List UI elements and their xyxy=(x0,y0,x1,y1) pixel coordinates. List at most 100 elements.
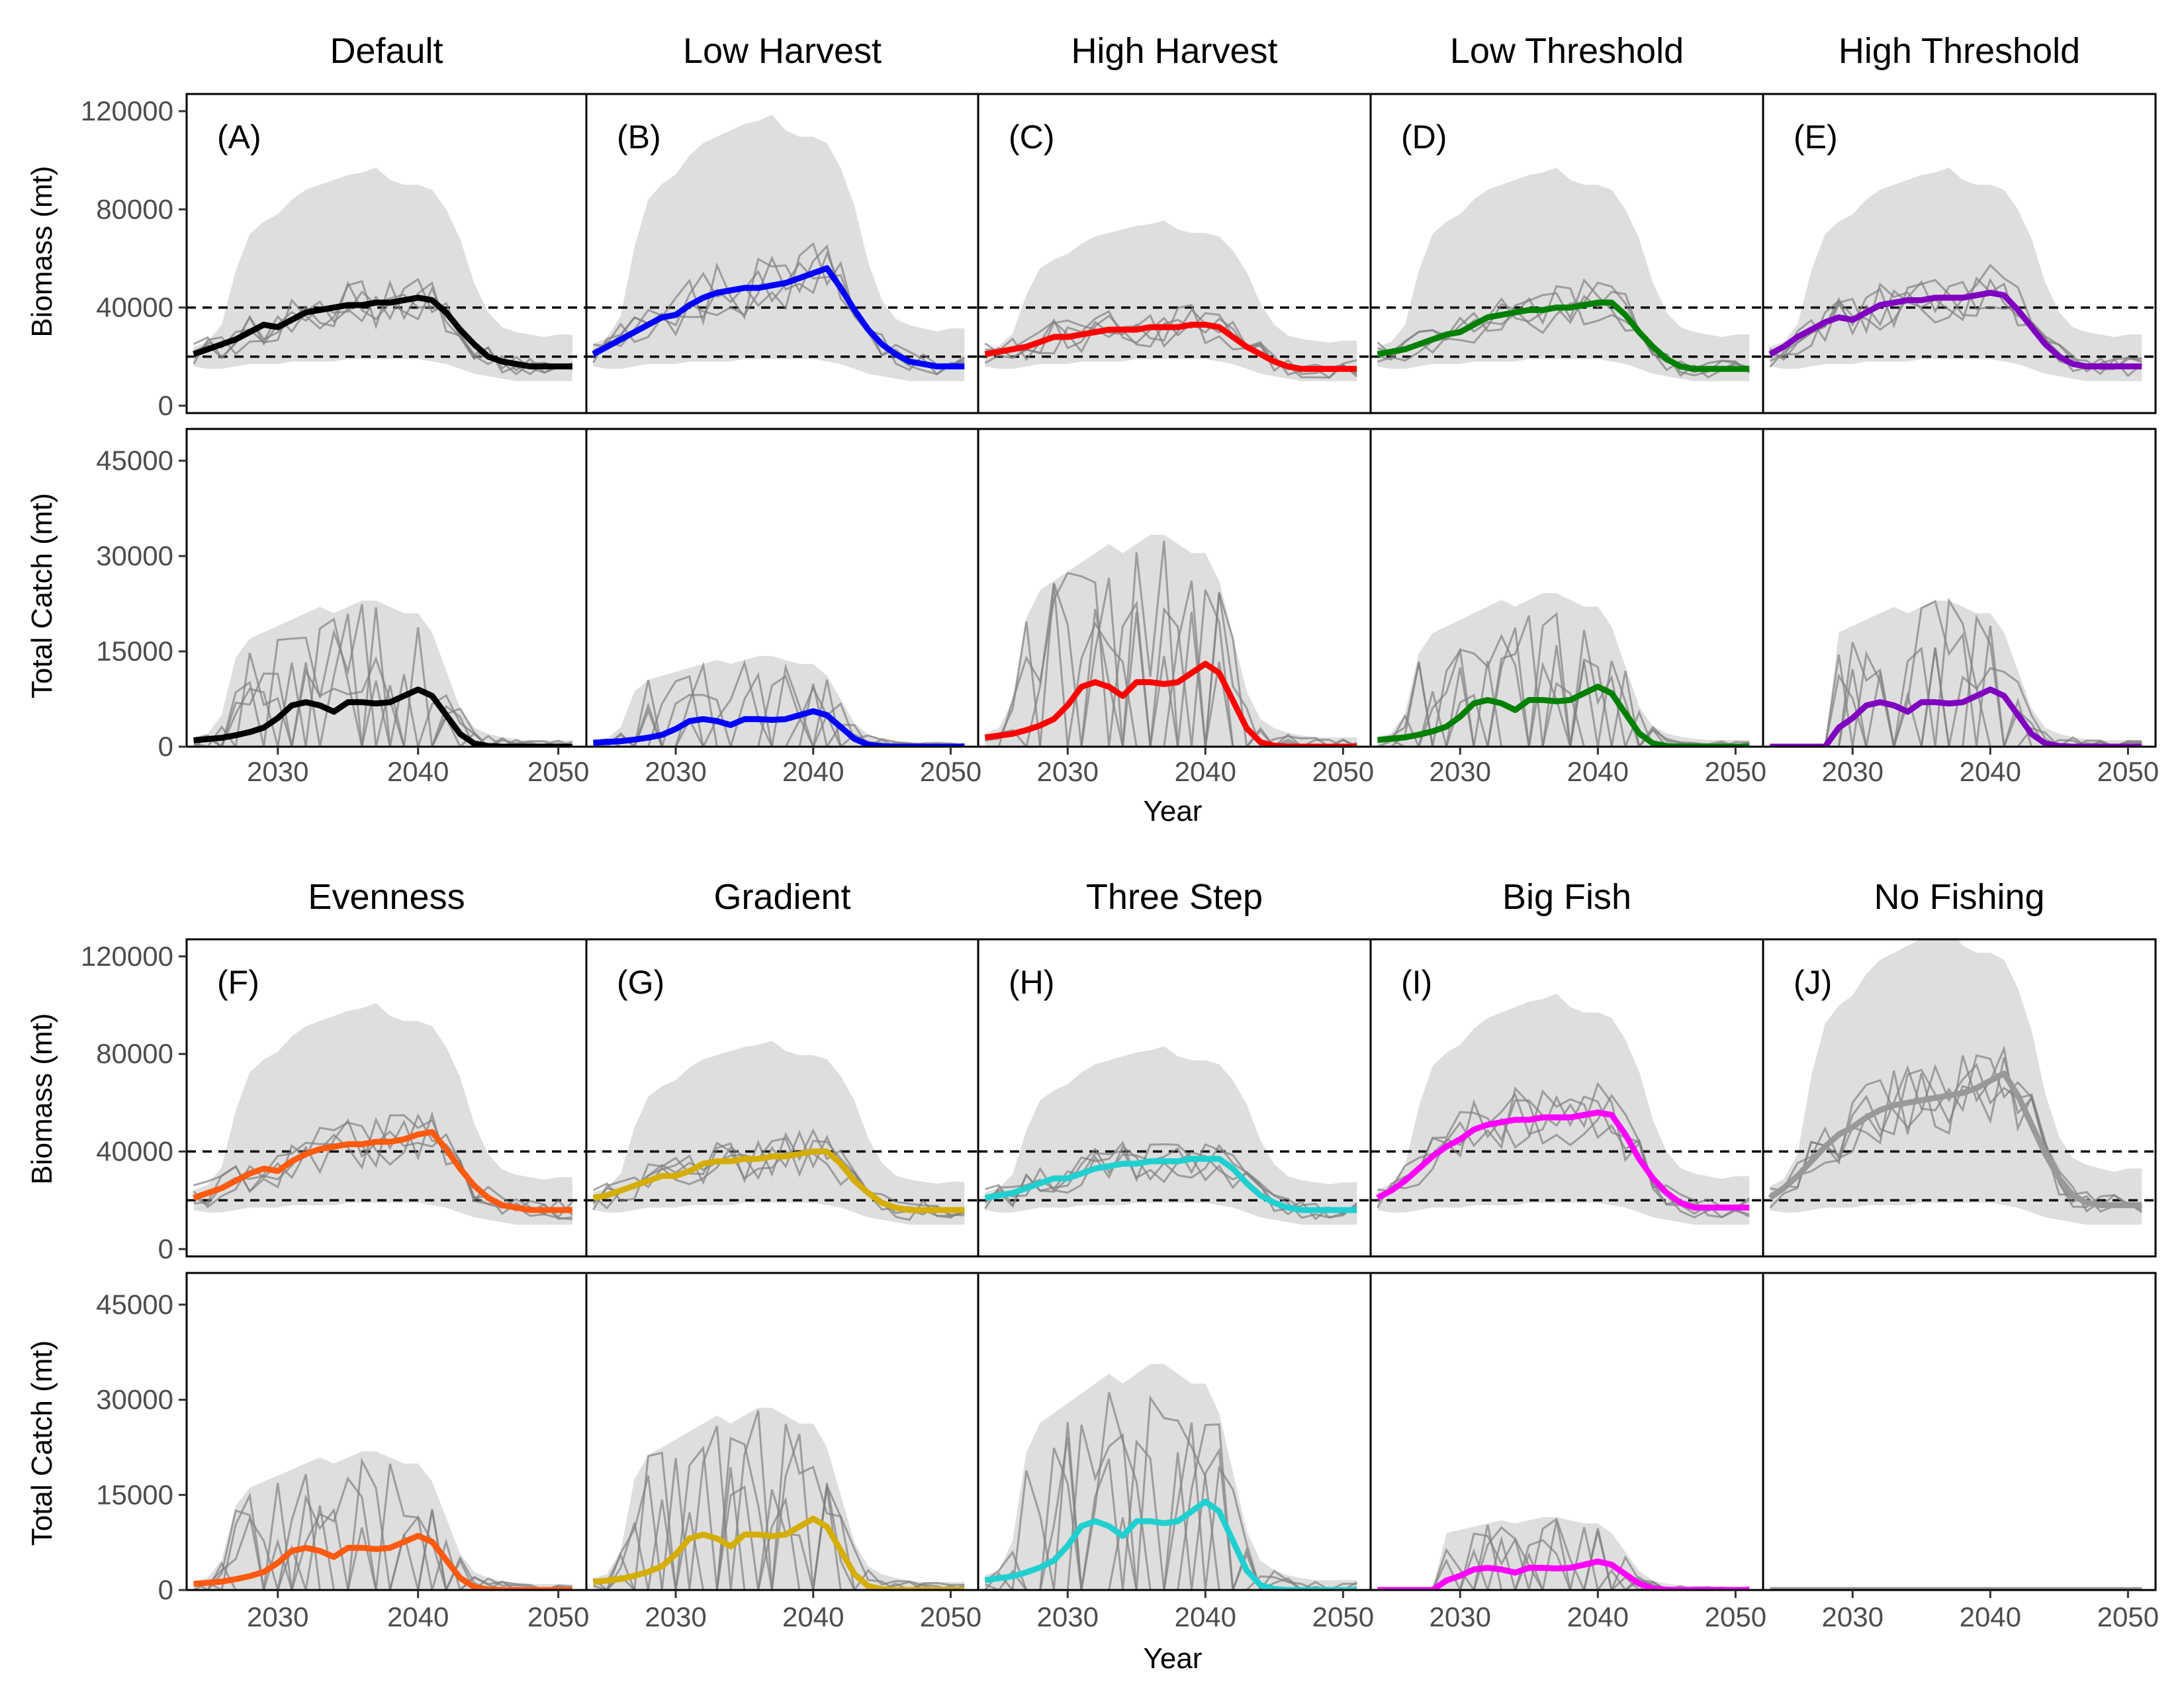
biomass-plot xyxy=(1763,939,2156,1225)
biomass-ribbon xyxy=(1770,167,2142,381)
catch-plot xyxy=(592,1407,965,1590)
biomass-median-line xyxy=(984,1156,1357,1213)
x-tick-label: 2050 xyxy=(2097,756,2159,787)
x-tick-label: 2030 xyxy=(1822,1601,1884,1632)
x-tick-label: 2040 xyxy=(1567,756,1629,787)
x-tick-label: 2030 xyxy=(1822,756,1884,787)
biomass-trajectory xyxy=(193,1118,572,1221)
biomass-median-line xyxy=(1376,1109,1750,1211)
biomass-ribbon xyxy=(193,167,572,381)
x-tick-label: 2040 xyxy=(1960,756,2021,787)
panel-title: Low Harvest xyxy=(683,31,882,71)
x-tick-label: 2030 xyxy=(645,756,706,787)
x-tick-label: 2030 xyxy=(1430,1601,1491,1632)
panel-evenness: Evenness (F) 0 40000 80000 120000 0 15000 30000 4… xyxy=(81,877,589,1632)
biomass-y-tick-label: 120000 xyxy=(81,95,173,126)
catch-axis-title-top: Total Catch (mt) xyxy=(26,493,58,699)
biomass-trajectory xyxy=(984,312,1358,379)
catch-plot xyxy=(193,600,573,747)
x-tick-label: 2050 xyxy=(1312,756,1374,787)
biomass-median-line xyxy=(592,265,965,370)
catch-trajectory xyxy=(1377,1517,1750,1590)
biomass-panel-border xyxy=(1762,93,2157,414)
catch-median-line xyxy=(1377,683,1750,747)
biomass-plot xyxy=(1371,167,1763,381)
biomass-plot xyxy=(187,1003,586,1225)
panel-title: High Harvest xyxy=(1071,31,1277,71)
x-tick-label: 2050 xyxy=(527,756,589,787)
x-tick-label: 2050 xyxy=(1312,1601,1374,1632)
biomass-ribbon xyxy=(985,1046,1357,1225)
biomass-axis-title-bottom: Biomass (mt) xyxy=(26,1013,58,1184)
biomass-panel-border xyxy=(1762,938,2157,1258)
biomass-ribbon xyxy=(985,220,1357,381)
panel-label: (I) xyxy=(1401,964,1432,1001)
panel-title: Evenness xyxy=(308,877,465,917)
catch-median-line xyxy=(593,708,965,747)
x-tick-label: 2030 xyxy=(247,756,308,787)
panel-high-threshold: High Threshold (E) 2030 2040 2050 xyxy=(1762,31,2159,787)
biomass-y-tick-label: 80000 xyxy=(96,1038,173,1069)
catch-median-line xyxy=(193,686,572,747)
biomass-trajectory xyxy=(592,244,965,375)
x-axis-title-top: Year xyxy=(1144,795,1203,827)
biomass-median-line xyxy=(193,295,572,370)
biomass-ribbon xyxy=(1377,167,1750,381)
biomass-trajectory xyxy=(1769,280,2142,373)
x-tick-label: 2040 xyxy=(387,756,449,787)
panel-default: Default (A) 0 40000 80000 120000 0 15000 30000 45… xyxy=(81,31,589,787)
biomass-plot xyxy=(187,167,586,381)
catch-median-line xyxy=(984,661,1357,747)
catch-trajectory xyxy=(984,1422,1357,1590)
catch-plot xyxy=(1377,1517,1750,1590)
catch-median-line xyxy=(1377,1558,1750,1590)
catch-ribbon xyxy=(1770,600,2142,747)
biomass-plot xyxy=(586,115,978,381)
panel-label: (A) xyxy=(217,118,261,156)
panel-big-fish: Big Fish (I) 2030 2040 2050 xyxy=(1369,877,1766,1632)
x-tick-label: 2030 xyxy=(247,1601,308,1632)
biomass-trajectory xyxy=(1769,277,2142,371)
panel-label: (B) xyxy=(617,118,661,156)
x-tick-label: 2050 xyxy=(2097,1601,2159,1632)
panel-three-step: Three Step (H) 2030 2040 2050 xyxy=(977,877,1374,1632)
panel-low-threshold: Low Threshold (D) 2030 2040 2050 xyxy=(1369,31,1766,787)
biomass-axis-title-top: Biomass (mt) xyxy=(26,165,58,337)
catch-plot xyxy=(1377,593,1750,747)
x-tick-label: 2040 xyxy=(782,1601,844,1632)
catch-trajectory xyxy=(593,675,965,747)
biomass-median-line xyxy=(1768,1070,2142,1209)
x-tick-label: 2030 xyxy=(645,1601,706,1632)
catch-trajectory xyxy=(1377,633,1750,747)
x-tick-label: 2030 xyxy=(1430,756,1491,787)
catch-y-tick-label: 15000 xyxy=(96,1479,173,1510)
x-tick-label: 2030 xyxy=(1037,1601,1099,1632)
x-tick-label: 2040 xyxy=(1567,1601,1629,1632)
biomass-median-line xyxy=(984,322,1357,372)
panel-title: Low Threshold xyxy=(1450,31,1684,71)
panel-title: High Threshold xyxy=(1839,31,2080,71)
panel-low-harvest: Low Harvest (B) 2030 2040 2050 xyxy=(585,31,981,787)
catch-median-line xyxy=(984,1498,1357,1590)
biomass-plot xyxy=(1371,994,1763,1225)
biomass-trajectory xyxy=(1377,1086,1750,1219)
panel-label: (D) xyxy=(1401,118,1447,156)
catch-trajectory xyxy=(592,1410,965,1590)
catch-y-tick-label: 45000 xyxy=(96,445,173,476)
biomass-y-tick-label: 0 xyxy=(158,1233,173,1264)
catch-y-tick-label: 15000 xyxy=(96,635,173,667)
catch-plot xyxy=(984,534,1357,747)
catch-y-tick-label: 0 xyxy=(158,731,173,762)
biomass-plot xyxy=(978,1046,1371,1225)
catch-plot xyxy=(984,1364,1357,1590)
catch-ribbon xyxy=(985,1364,1357,1590)
x-tick-label: 2040 xyxy=(782,756,844,787)
panel-label: (E) xyxy=(1794,118,1838,156)
biomass-trajectory xyxy=(1377,291,1751,377)
panel-label: (H) xyxy=(1009,964,1054,1001)
panel-label: (C) xyxy=(1009,118,1054,156)
catch-trajectory xyxy=(593,672,965,747)
catch-trajectory xyxy=(984,541,1357,747)
x-tick-label: 2050 xyxy=(527,1601,589,1632)
